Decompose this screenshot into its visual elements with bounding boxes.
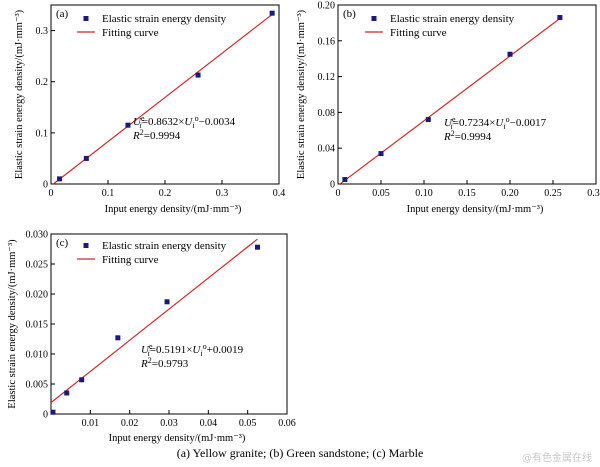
data-point: [115, 335, 121, 341]
x-tick-label: 0: [49, 188, 54, 199]
data-point: [195, 72, 201, 78]
watermark: @有色金属在线: [522, 453, 592, 464]
y-tick-label: 0.20: [318, 1, 336, 12]
x-axis-label: Input energy density/(mJ·mm⁻³): [105, 204, 242, 215]
data-point: [57, 176, 63, 182]
x-tick-label: 0.4: [273, 188, 286, 199]
legend-marker-points: [83, 16, 89, 21]
data-point: [507, 51, 513, 57]
x-tick-label: 0.15: [458, 188, 476, 199]
data-point: [557, 15, 563, 21]
y-axis-label: Elastic strain energy density/(mJ·mm⁻³): [14, 9, 25, 179]
plot-frame: [50, 233, 288, 415]
x-tick-label: 0: [336, 188, 341, 199]
legend-label-fit: Fitting curve: [102, 27, 159, 39]
data-point: [64, 390, 70, 396]
y-tick-label: 0.16: [318, 36, 336, 47]
fitting-curve-line: [340, 18, 561, 185]
x-axis-label: Input energy density/(mJ·mm⁻³): [109, 433, 246, 444]
y-tick-label: 0.015: [26, 320, 49, 331]
panel-label: (b): [343, 8, 356, 20]
fit-equation: Ue i=0.7234×Uio−0.0017: [444, 115, 547, 131]
r-squared: R2=0.9994: [132, 128, 181, 142]
legend-marker-points: [371, 16, 377, 21]
fit-equation: Ue i=0.5191×Uio+0.0019: [141, 342, 244, 358]
legend-label-points: Elastic strain energy density: [102, 13, 227, 25]
y-tick-label: 0.005: [26, 380, 49, 391]
chart-panel-3: 0.01 0.02 0.03 0.04 0.05 0.06 0 0.005 0.010 0.015…: [7, 230, 296, 445]
legend-marker-points: [83, 243, 89, 248]
x-tick-label: 0.3: [216, 188, 229, 199]
x-tick-label: 0.04: [200, 418, 218, 429]
x-tick-label: 0.02: [121, 418, 139, 429]
r-squared: R2=0.9793: [140, 356, 189, 370]
x-tick-label: 0.1: [102, 188, 115, 199]
x-tick-label: 0.03: [160, 418, 178, 429]
y-tick-label: 0: [43, 180, 48, 191]
fitting-curve-line: [50, 238, 258, 404]
data-point: [378, 151, 384, 157]
x-tick-label: 0.05: [372, 188, 390, 199]
panel-label: (c): [56, 237, 69, 249]
y-tick-label: 0.1: [36, 128, 49, 139]
chart-panel-1: 0 0.1 0.2 0.3 0.4 0 0.1 0.2 0.3 Input energy dens…: [14, 4, 286, 215]
y-tick-label: 0.010: [26, 350, 49, 361]
fitting-curve-line: [52, 13, 273, 185]
y-axis-label: Elastic strain energy density/(mJ·mm⁻³): [7, 239, 18, 409]
y-tick-label: 0: [330, 180, 335, 191]
x-tick-label: 0.30: [587, 188, 600, 199]
y-axis-label: Elastic strain energy density/(mJ·mm⁻³): [296, 9, 307, 179]
legend-label-points: Elastic strain energy density: [102, 240, 227, 252]
y-tick-label: 0.04: [318, 144, 336, 155]
x-tick-label: 0.06: [278, 418, 296, 429]
data-point: [425, 117, 431, 123]
y-tick-label: 0.030: [26, 230, 49, 241]
x-tick-label: 0.05: [239, 418, 257, 429]
y-tick-label: 0.020: [26, 290, 49, 301]
panel-label: (a): [56, 8, 69, 20]
legend-label-fit: Fitting curve: [390, 27, 447, 39]
y-tick-label: 0.3: [36, 26, 49, 37]
x-tick-label: 0.2: [159, 188, 172, 199]
data-point: [125, 122, 131, 128]
data-point: [269, 10, 275, 16]
x-tick-label: 0.01: [82, 418, 100, 429]
data-point: [79, 377, 85, 383]
data-point: [164, 299, 170, 305]
x-tick-label: 0.20: [501, 188, 519, 199]
y-tick-label: 0.025: [26, 260, 49, 271]
y-tick-label: 0.12: [318, 72, 336, 83]
r-squared: R2=0.9994: [443, 129, 492, 143]
data-point: [342, 177, 348, 183]
y-tick-label: 0: [43, 410, 48, 421]
fit-equation: Ue i=0.8632×Uio−0.0034: [133, 114, 236, 130]
data-point: [50, 409, 56, 415]
data-point: [255, 244, 260, 250]
chart-panel-2: 0 0.05 0.10 0.15 0.20 0.25 0.30 0 0.04 0.08 0.12 0.…: [296, 1, 600, 216]
y-tick-label: 0.2: [36, 77, 49, 88]
data-point: [83, 155, 89, 161]
x-axis-label: Input energy density/(mJ·mm⁻³): [407, 204, 544, 215]
legend-label-points: Elastic strain energy density: [390, 13, 515, 25]
x-tick-label: 0.10: [415, 188, 433, 199]
legend-label-fit: Fitting curve: [102, 254, 159, 266]
x-tick-label: 0.25: [544, 188, 562, 199]
figure-caption: (a) Yellow granite; (b) Green sandstone;…: [176, 446, 424, 460]
y-tick-label: 0.08: [318, 108, 336, 119]
